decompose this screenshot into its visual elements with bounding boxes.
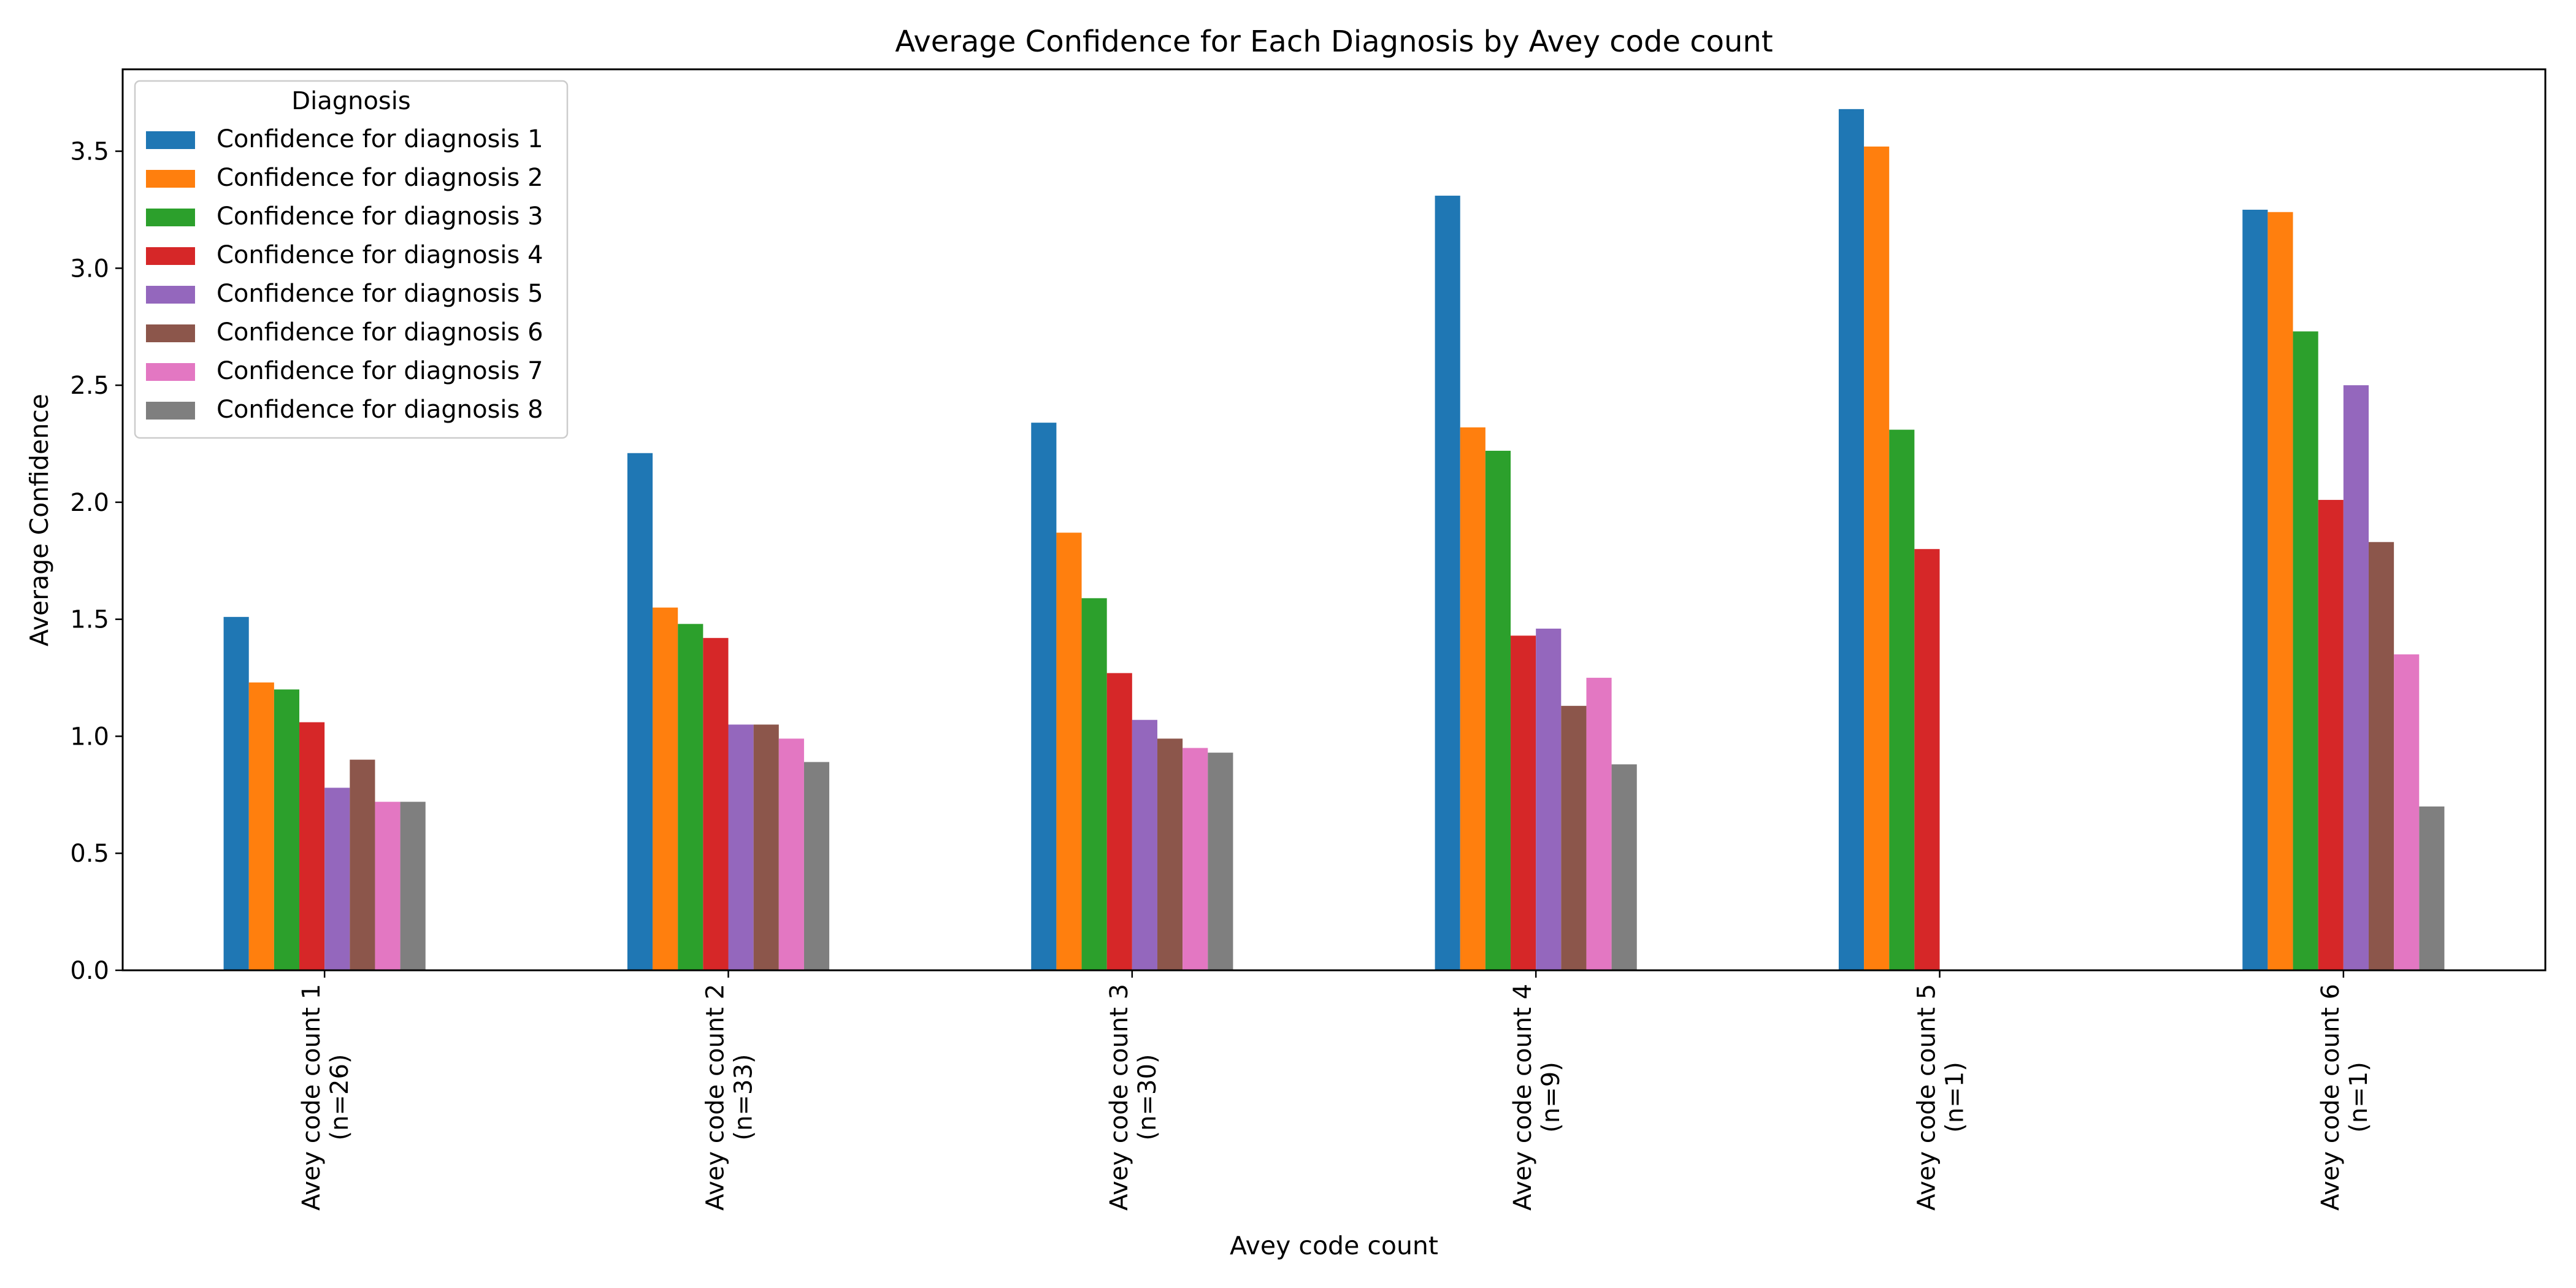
- bar: [1081, 598, 1107, 970]
- bar: [1561, 705, 1587, 970]
- bar: [2419, 806, 2445, 970]
- legend-entry-label: Confidence for diagnosis 4: [217, 241, 543, 269]
- x-tick-label-group: Avey code count 2 (n=33): [702, 984, 758, 1211]
- bar: [703, 638, 729, 970]
- bar: [753, 724, 779, 970]
- bar: [1056, 532, 1082, 970]
- y-axis-title: Average Confidence: [25, 394, 54, 646]
- bar: [1031, 423, 1057, 970]
- y-tick-label: 2.5: [70, 372, 109, 400]
- bar: [678, 624, 703, 970]
- bar: [1864, 146, 1890, 970]
- bar: [1536, 628, 1562, 970]
- legend-swatch: [146, 131, 195, 149]
- bar: [1511, 635, 1536, 970]
- bar: [2242, 209, 2268, 970]
- bar: [653, 607, 678, 970]
- x-tick-label: Avey code count 5: [1913, 984, 1941, 1211]
- bar: [728, 724, 754, 970]
- bar: [803, 762, 830, 970]
- legend-swatch: [146, 286, 195, 304]
- legend-swatch: [146, 324, 195, 342]
- x-tick-label-count: (n=33): [730, 1054, 758, 1140]
- bar: [1889, 429, 1915, 970]
- x-tick-label: Avey code count 4: [1509, 984, 1537, 1211]
- bar: [1132, 719, 1157, 970]
- x-tick-label: Avey code count 6: [2317, 984, 2345, 1211]
- bar: [627, 453, 653, 970]
- y-tick-label: 3.0: [70, 255, 109, 283]
- bar: [778, 738, 804, 970]
- y-axis: 0.0 0.5 1.0 1.5 2.0 2.5 3.0 3.5: [70, 138, 123, 985]
- legend-entry-label: Confidence for diagnosis 1: [217, 125, 543, 153]
- x-tick-label-count: (n=1): [2345, 1062, 2373, 1133]
- y-tick-label: 0.0: [70, 957, 109, 985]
- legend-entry-label: Confidence for diagnosis 5: [217, 280, 543, 308]
- bar: [2394, 654, 2420, 970]
- legend-entry-label: Confidence for diagnosis 3: [217, 202, 543, 231]
- chart-title: Average Confidence for Each Diagnosis by…: [895, 25, 1773, 59]
- legend-swatch: [146, 209, 195, 226]
- legend-entry-label: Confidence for diagnosis 6: [217, 318, 543, 347]
- legend-entry-label: Confidence for diagnosis 8: [217, 396, 543, 424]
- x-axis-title: Avey code count: [1230, 1231, 1438, 1260]
- bar: [1183, 748, 1208, 970]
- bar: [400, 802, 426, 970]
- bar: [223, 616, 249, 970]
- bar: [2293, 331, 2318, 970]
- bar: [1586, 678, 1612, 970]
- x-tick-label-group: Avey code count 5 (n=1): [1913, 984, 1969, 1211]
- legend-entry-label: Confidence for diagnosis 2: [217, 164, 543, 192]
- bar: [2368, 542, 2394, 970]
- legend-swatch: [146, 247, 195, 265]
- x-tick-label-count: (n=1): [1941, 1062, 1969, 1133]
- bar: [1106, 673, 1132, 970]
- x-tick-label-group: Avey code count 3 (n=30): [1105, 984, 1162, 1211]
- bar: [1460, 427, 1485, 970]
- bar: [1838, 109, 1865, 970]
- bar: [1208, 753, 1233, 970]
- legend-entry-label: Confidence for diagnosis 7: [217, 357, 543, 385]
- x-tick-label-group: Avey code count 1 (n=26): [297, 984, 354, 1211]
- x-tick-label-count: (n=9): [1537, 1062, 1565, 1133]
- bar: [375, 802, 401, 970]
- x-tick-label: Avey code count 1: [297, 984, 326, 1211]
- y-tick-label: 3.5: [70, 138, 109, 166]
- bar: [1435, 196, 1460, 971]
- x-tick-label: Avey code count 2: [702, 984, 730, 1211]
- bar: [324, 788, 350, 970]
- bar: [350, 759, 375, 970]
- legend-swatch: [146, 170, 195, 188]
- plot-frame: [121, 68, 2547, 972]
- bars-layer: [223, 109, 2445, 971]
- y-tick-label: 1.0: [70, 723, 109, 751]
- bar: [274, 689, 300, 970]
- x-tick-label-group: Avey code count 6 (n=1): [2317, 984, 2373, 1211]
- y-tick-label: 2.0: [70, 489, 109, 517]
- legend-swatch: [146, 402, 195, 420]
- bar: [2318, 500, 2344, 970]
- bar: [1611, 764, 1637, 970]
- bar: [1157, 738, 1183, 970]
- x-tick-label: Avey code count 3: [1105, 984, 1133, 1211]
- x-tick-label-count: (n=26): [326, 1054, 354, 1140]
- bar: [1914, 549, 1940, 970]
- bar: [299, 722, 325, 970]
- legend-box: [134, 80, 569, 439]
- y-tick-label: 0.5: [70, 840, 109, 868]
- x-tick-label-count: (n=30): [1133, 1054, 1162, 1140]
- bar: [2343, 385, 2369, 970]
- bar: [248, 682, 274, 970]
- bar: [1485, 450, 1511, 970]
- legend-title: Diagnosis: [291, 87, 410, 115]
- bar: [2267, 212, 2293, 971]
- x-tick-label-group: Avey code count 4 (n=9): [1509, 984, 1565, 1211]
- y-tick-label: 1.5: [70, 606, 109, 634]
- legend-swatch: [146, 363, 195, 381]
- x-axis: Avey code count 1 (n=26) Avey code count 2…: [297, 970, 2373, 1211]
- legend: Diagnosis Confidence for diagnosis 1 Confi…: [134, 80, 569, 439]
